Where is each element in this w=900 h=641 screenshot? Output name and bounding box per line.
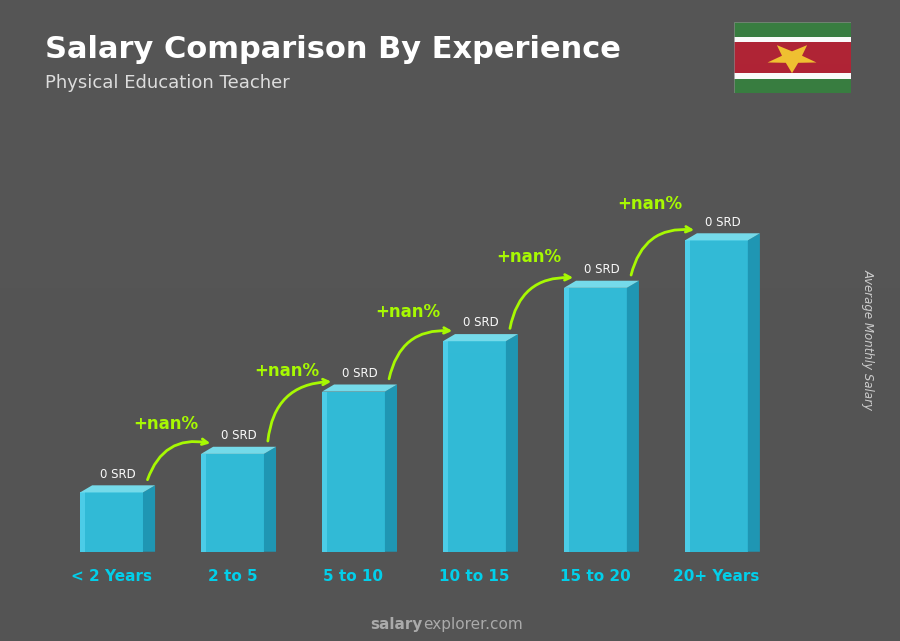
Text: Average Monthly Salary: Average Monthly Salary bbox=[862, 269, 875, 410]
Bar bbox=[322, 392, 327, 552]
Bar bbox=[0, 0, 900, 32]
Bar bbox=[734, 42, 850, 73]
Bar bbox=[0, 449, 900, 481]
Bar bbox=[734, 37, 850, 42]
Bar bbox=[0, 256, 900, 288]
Polygon shape bbox=[201, 447, 276, 454]
Polygon shape bbox=[322, 385, 397, 392]
Bar bbox=[80, 492, 86, 552]
Bar bbox=[685, 240, 748, 552]
Bar bbox=[734, 22, 850, 37]
Bar bbox=[201, 454, 264, 552]
Bar bbox=[564, 288, 626, 552]
Bar bbox=[734, 79, 850, 93]
Bar bbox=[0, 417, 900, 449]
Bar bbox=[0, 385, 900, 417]
Polygon shape bbox=[626, 281, 639, 552]
Bar bbox=[0, 545, 900, 577]
Text: +nan%: +nan% bbox=[255, 362, 320, 380]
Bar bbox=[685, 240, 690, 552]
Bar bbox=[0, 353, 900, 385]
Polygon shape bbox=[80, 485, 155, 492]
Text: +nan%: +nan% bbox=[133, 415, 199, 433]
Polygon shape bbox=[564, 281, 639, 288]
Text: explorer.com: explorer.com bbox=[423, 617, 523, 633]
Text: 0 SRD: 0 SRD bbox=[705, 215, 741, 229]
Text: Salary Comparison By Experience: Salary Comparison By Experience bbox=[45, 35, 621, 64]
Bar bbox=[0, 288, 900, 320]
Polygon shape bbox=[768, 45, 816, 73]
Bar bbox=[0, 224, 900, 256]
Bar bbox=[0, 32, 900, 64]
Bar bbox=[80, 492, 143, 552]
Text: salary: salary bbox=[371, 617, 423, 633]
Bar bbox=[0, 64, 900, 96]
Polygon shape bbox=[443, 334, 518, 341]
Polygon shape bbox=[506, 334, 518, 552]
Bar bbox=[734, 73, 850, 79]
Bar bbox=[0, 481, 900, 513]
Polygon shape bbox=[264, 447, 276, 552]
Bar bbox=[322, 392, 385, 552]
Text: +nan%: +nan% bbox=[496, 248, 562, 266]
Text: Physical Education Teacher: Physical Education Teacher bbox=[45, 74, 290, 92]
Bar bbox=[0, 320, 900, 353]
Text: 0 SRD: 0 SRD bbox=[100, 467, 136, 481]
Text: 0 SRD: 0 SRD bbox=[463, 317, 499, 329]
Bar bbox=[0, 128, 900, 160]
Bar bbox=[0, 609, 900, 641]
Bar bbox=[0, 513, 900, 545]
Bar bbox=[0, 577, 900, 609]
Polygon shape bbox=[748, 233, 760, 552]
Polygon shape bbox=[143, 485, 155, 552]
Bar bbox=[0, 192, 900, 224]
Bar bbox=[443, 341, 448, 552]
Text: +nan%: +nan% bbox=[617, 194, 682, 213]
Text: 0 SRD: 0 SRD bbox=[220, 429, 256, 442]
Text: 0 SRD: 0 SRD bbox=[342, 367, 377, 379]
Bar bbox=[0, 96, 900, 128]
Bar bbox=[564, 288, 569, 552]
Bar bbox=[443, 341, 506, 552]
Bar bbox=[0, 160, 900, 192]
Text: 0 SRD: 0 SRD bbox=[583, 263, 619, 276]
Polygon shape bbox=[385, 385, 397, 552]
Polygon shape bbox=[685, 233, 760, 240]
Text: +nan%: +nan% bbox=[375, 303, 440, 320]
Bar bbox=[201, 454, 206, 552]
